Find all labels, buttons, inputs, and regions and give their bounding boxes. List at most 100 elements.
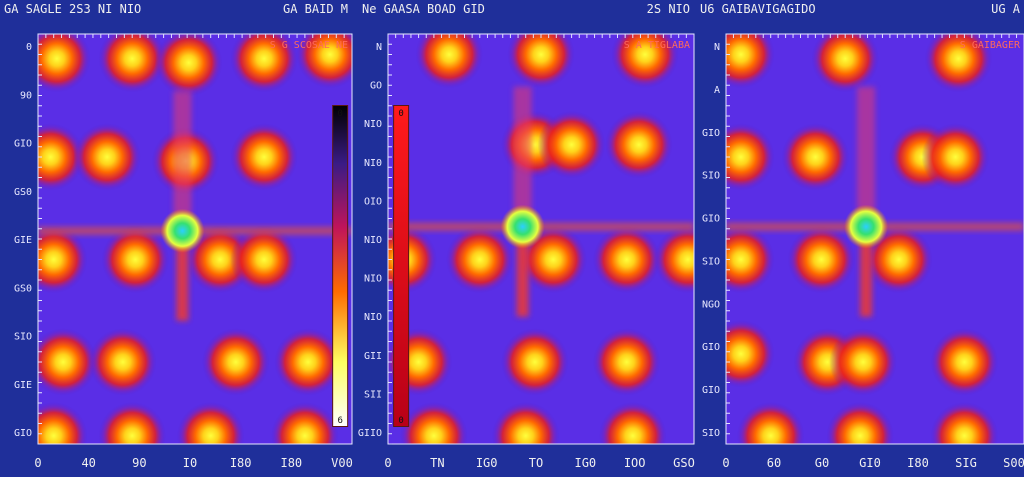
x-tick-label: TO	[529, 456, 543, 470]
y-tick-label: GIO	[702, 128, 720, 139]
y-tick-label: GIO	[14, 139, 32, 150]
heat-blob	[787, 225, 856, 294]
y-tick-label: GII	[364, 351, 382, 362]
plume-tail	[860, 226, 873, 317]
heat-blob	[924, 34, 993, 93]
heat-blob	[399, 401, 468, 444]
heat-blob	[864, 225, 933, 294]
heatmap-panel-1: GA SAGLE 2S3 NI NIO GA BAID M S G SCOSAE N…	[4, 2, 353, 470]
panel-title-right: 2S NIO	[647, 2, 690, 16]
heat-blob	[829, 328, 898, 396]
y-tick-label: NIO	[364, 235, 382, 246]
y-tick-label: GIO	[702, 385, 720, 396]
heatmap-panel-2: Ne GAASA BOAD GID 2S NIO S A TIGLABA 0 TN IG0…	[358, 2, 695, 470]
panel-title-left: GA SAGLE 2S3 NI NIO	[4, 2, 141, 16]
panel-title-right: UG A	[991, 2, 1021, 16]
x-tick-label: 0	[34, 456, 41, 470]
y-tick-label: GO	[370, 81, 382, 92]
heat-blob	[38, 401, 88, 444]
heat-blob	[38, 225, 88, 294]
heatmap-panel-3: U6 GAIBAVIGAGIDO UG A S GAIBAGER 0 60 G0 GI0 I8…	[700, 2, 1024, 470]
x-tick-label: IOO	[624, 456, 646, 470]
y-tick-label: NIO	[364, 119, 382, 130]
heat-blob	[811, 34, 880, 93]
heat-blob	[154, 34, 223, 97]
x-tick-label: I0	[183, 456, 197, 470]
plume-column	[513, 86, 532, 227]
y-tick-label: SIO	[14, 332, 32, 343]
x-tick-label: 40	[81, 456, 95, 470]
heat-blob	[73, 123, 142, 191]
x-tick-label: GI0	[859, 456, 881, 470]
plume-core	[844, 204, 889, 249]
colorbar-label-top: 0	[398, 109, 403, 119]
heat-blob	[88, 328, 157, 396]
y-tick-label: 0	[26, 42, 32, 53]
heat-blob	[296, 34, 352, 89]
heat-blob	[101, 225, 170, 294]
x-tick-label: 0	[722, 456, 729, 470]
heat-blob	[201, 328, 270, 396]
y-tick-label: GS0	[14, 283, 32, 294]
plume-tail	[516, 226, 529, 317]
y-tick-label: N	[714, 42, 720, 53]
y-tick-label: A	[714, 85, 720, 96]
y-tick-label: 90	[20, 90, 32, 101]
panel-title-left: U6 GAIBAVIGAGIDO	[700, 2, 816, 16]
plume-tail	[176, 230, 189, 321]
heat-blob	[98, 34, 167, 93]
heat-blob	[274, 328, 343, 396]
heat-blob	[230, 225, 299, 294]
colorbar	[394, 106, 409, 426]
x-tick-label: IG0	[476, 456, 498, 470]
colorbar	[333, 106, 348, 426]
heat-blob	[611, 34, 680, 89]
x-tick-label: GSO	[673, 456, 695, 470]
x-tick-label: G0	[815, 456, 829, 470]
y-tick-label: GIE	[14, 235, 32, 246]
heat-blob	[930, 401, 999, 444]
y-tick-label: GS0	[14, 187, 32, 198]
heat-blob	[176, 401, 245, 444]
y-tick-label: GIE	[14, 380, 32, 391]
y-tick-label: OIO	[364, 196, 382, 207]
heat-blob	[604, 110, 673, 179]
heat-blob	[653, 225, 694, 294]
x-tick-label: S00	[1003, 456, 1024, 470]
panel-title-left: Ne GAASA BOAD GID	[362, 2, 485, 16]
x-tick-label: I80	[280, 456, 302, 470]
y-tick-label: NIO	[364, 274, 382, 285]
heat-blob	[726, 123, 775, 191]
y-tick-label: SII	[364, 389, 382, 400]
x-tick-label: IG0	[574, 456, 596, 470]
x-tick-label: I80	[907, 456, 929, 470]
y-tick-label: N	[376, 42, 382, 53]
heat-blob	[537, 110, 606, 179]
y-tick-label: GIO	[702, 342, 720, 353]
heat-blob	[736, 401, 805, 444]
y-tick-label: SIO	[702, 171, 720, 182]
x-tick-label: V00	[331, 456, 353, 470]
heat-blob	[930, 328, 999, 396]
heat-blob	[491, 401, 560, 444]
heat-blob	[500, 328, 569, 396]
x-tick-label: I80	[230, 456, 252, 470]
heat-blob	[415, 34, 484, 89]
heat-blob	[38, 123, 85, 191]
y-tick-label: NIO	[364, 312, 382, 323]
heat-blobs	[388, 34, 694, 444]
heat-blob	[38, 328, 98, 396]
heat-blob	[230, 34, 299, 93]
panel-corner-label: S GAIBAGER	[960, 40, 1021, 51]
heat-blob	[230, 123, 299, 191]
heat-blob	[726, 319, 775, 388]
x-tick-label: 90	[132, 456, 146, 470]
heat-blob	[270, 401, 339, 444]
heat-blob	[598, 401, 667, 444]
y-tick-label: SIO	[702, 256, 720, 267]
y-tick-label: NI0	[364, 158, 382, 169]
panel-title-right: GA BAID M	[283, 2, 348, 16]
x-tick-label: 60	[767, 456, 781, 470]
y-tick-label: GIIO	[358, 428, 382, 439]
